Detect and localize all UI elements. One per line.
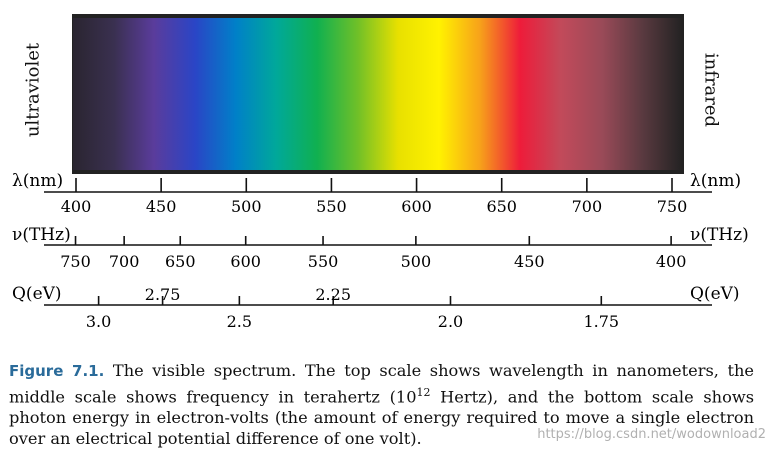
energy-tick-label: 2.0 [438, 312, 463, 331]
frequency-tick-label: 650 [165, 252, 196, 271]
energy-tick-label: 2.5 [227, 312, 252, 331]
frequency-tick-label: 600 [230, 252, 261, 271]
frequency-unit-label: ν(THz) [12, 225, 71, 245]
frequency-tick-label: 400 [656, 252, 687, 271]
caption-text-part2: Hertz), and the bottom scale shows photo… [9, 387, 754, 449]
wavelength-tick-label: 750 [657, 197, 688, 216]
frequency-tick-label: 550 [308, 252, 339, 271]
energy-tick-label: 1.75 [583, 312, 619, 331]
caption-text-part1: The visible spectrum. The top scale show… [9, 361, 754, 407]
energy-unit-label: Q(eV) [12, 284, 62, 304]
figure-caption: Figure 7.1. The visible spectrum. The to… [9, 360, 754, 449]
wavelength-tick-label: 500 [231, 197, 262, 216]
wavelength-tick-label: 450 [146, 197, 177, 216]
caption-superscript: 12 [416, 386, 431, 399]
wavelength-tick-label: 400 [61, 197, 92, 216]
wavelength-tick-label: 650 [486, 197, 517, 216]
wavelength-unit-label-right: λ(nm) [690, 171, 741, 191]
energy-tick-label: 3.0 [86, 312, 111, 331]
frequency-tick-label: 500 [401, 252, 432, 271]
wavelength-tick-label: 700 [572, 197, 603, 216]
watermark: https://blog.csdn.net/wodownload2 [537, 427, 766, 442]
energy-tick-label: 2.25 [315, 285, 351, 304]
wavelength-tick-label: 600 [401, 197, 432, 216]
frequency-tick-label: 700 [109, 252, 140, 271]
frequency-unit-label-right: ν(THz) [690, 225, 749, 245]
energy-unit-label-right: Q(eV) [690, 284, 740, 304]
caption-figure-number: Figure 7.1. [9, 362, 105, 380]
frequency-tick-label: 450 [514, 252, 545, 271]
spectrum-scales: λ(nm) λ(nm)400 450 500 550 600 650 700 750ν(THz)… [12, 171, 749, 331]
wavelength-unit-label: λ(nm) [12, 171, 63, 191]
frequency-tick-label: 750 [60, 252, 91, 271]
wavelength-tick-label: 550 [316, 197, 347, 216]
energy-tick-label: 2.75 [145, 285, 181, 304]
spectrum-color-bar [72, 14, 684, 174]
